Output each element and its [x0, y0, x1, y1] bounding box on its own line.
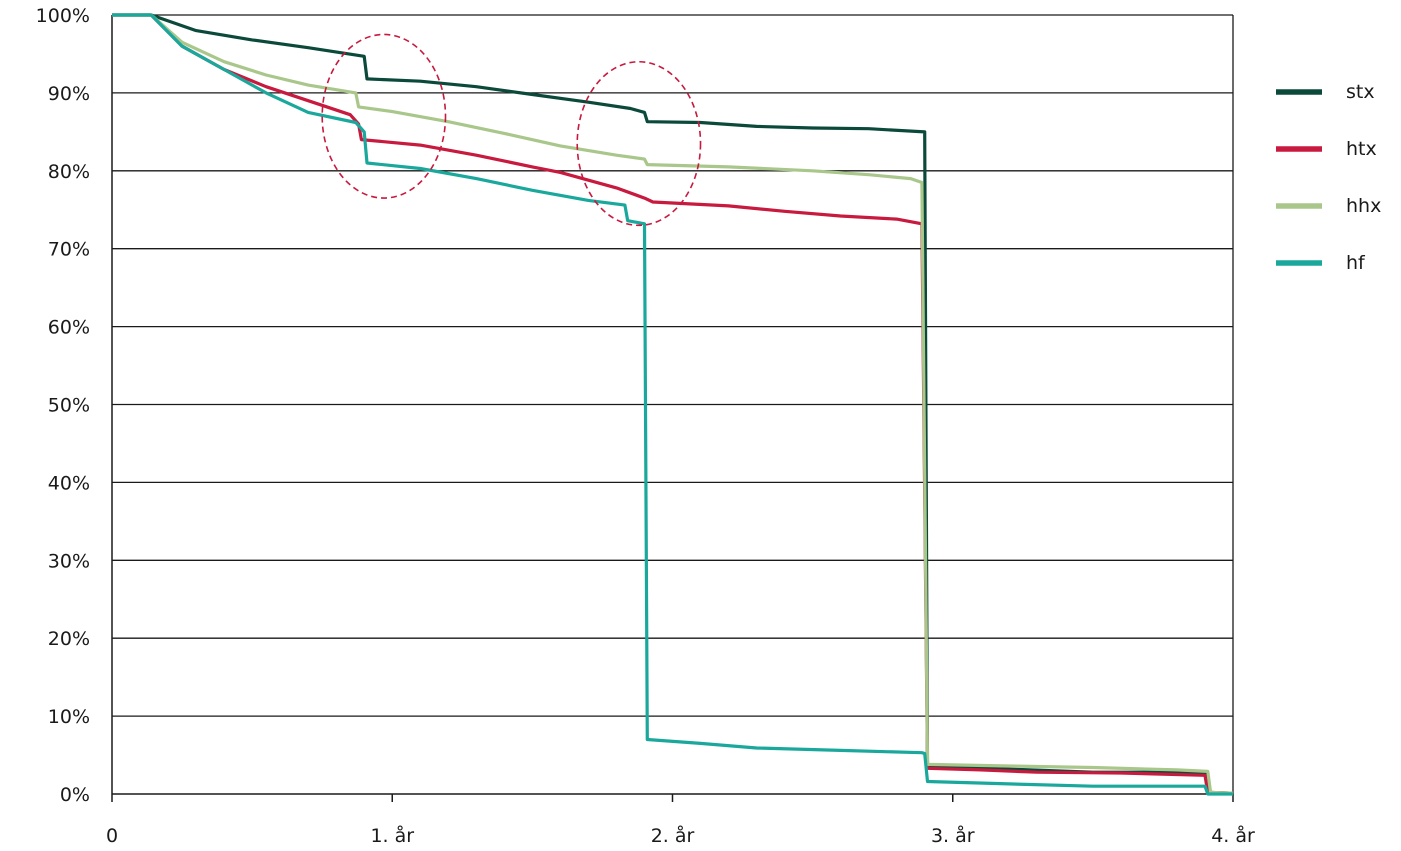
legend: stx htx hhx hf — [1276, 81, 1381, 274]
y-tick-label: 90% — [48, 83, 90, 105]
y-tick-label: 40% — [48, 472, 90, 494]
series-line-hhx — [112, 13, 1234, 795]
annotations — [321, 33, 702, 227]
legend-label-hhx: hhx — [1346, 195, 1381, 217]
y-tick-label: 20% — [48, 628, 90, 650]
x-tick-label: 1. år — [370, 824, 414, 847]
legend-label-stx: stx — [1346, 81, 1375, 103]
y-tick-label: 70% — [48, 239, 90, 261]
x-tick-label: 2. år — [651, 824, 695, 847]
y-tick-labels: 0% 10% 20% 30% 40% 50% 60% 70% 80% 90% 100% — [36, 5, 90, 806]
y-tick-label: 50% — [48, 395, 90, 417]
series-lines — [112, 13, 1234, 796]
y-tick-label: 30% — [48, 550, 90, 572]
x-tick-label: 4. år — [1211, 824, 1255, 847]
series-line-hf — [112, 13, 1233, 796]
axes — [111, 15, 1234, 802]
x-tick-labels: 0 1. år 2. år 3. år 4. år — [106, 824, 1255, 847]
y-tick-label: 0% — [60, 784, 90, 806]
y-tick-label: 80% — [48, 161, 90, 183]
grid-lines — [112, 14, 1233, 717]
x-tick-label: 3. år — [931, 824, 975, 847]
y-tick-label: 10% — [48, 706, 90, 728]
series-line-htx — [112, 13, 1234, 795]
x-tick-label: 0 — [106, 825, 118, 847]
legend-label-hf: hf — [1346, 252, 1366, 274]
highlight-ellipse-2 — [576, 60, 702, 227]
legend-label-htx: htx — [1346, 138, 1377, 160]
y-tick-label: 60% — [48, 317, 90, 339]
highlight-ellipse-1 — [321, 33, 447, 199]
y-tick-label: 100% — [36, 5, 90, 27]
